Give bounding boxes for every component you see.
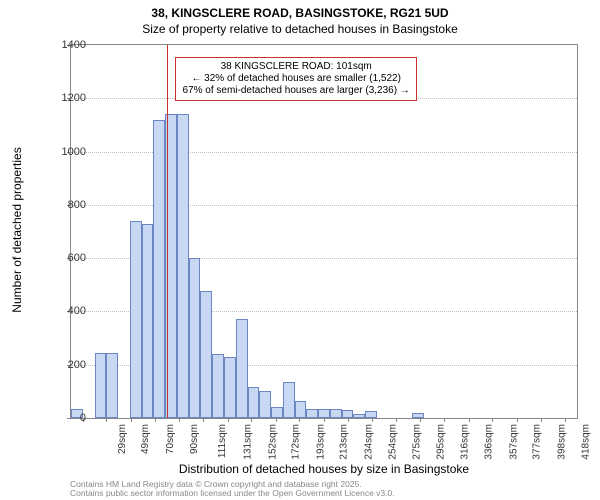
xtick-mark xyxy=(396,418,397,422)
xtick-mark xyxy=(517,418,518,422)
xtick-mark xyxy=(324,418,325,422)
xtick-label: 29sqm xyxy=(117,424,128,454)
histogram-bar xyxy=(248,387,260,418)
xtick-label: 377sqm xyxy=(532,424,543,460)
xtick-mark xyxy=(251,418,252,422)
xtick-mark xyxy=(420,418,421,422)
gridline xyxy=(71,152,577,153)
xtick-label: 111sqm xyxy=(217,424,228,458)
xtick-label: 398sqm xyxy=(557,424,568,460)
ytick-label: 600 xyxy=(36,252,86,264)
histogram-bar xyxy=(153,120,165,418)
xtick-mark xyxy=(106,418,107,422)
histogram-bar xyxy=(271,407,283,418)
histogram-bar xyxy=(306,409,318,418)
attribution-line2: Contains public sector information licen… xyxy=(70,489,395,498)
histogram-bar xyxy=(95,353,107,418)
xtick-label: 152sqm xyxy=(267,424,278,460)
xtick-label: 234sqm xyxy=(364,424,375,460)
histogram-bar xyxy=(412,413,424,418)
gridline xyxy=(71,205,577,206)
histogram-bar xyxy=(189,258,201,418)
histogram-bar xyxy=(106,353,118,418)
xtick-label: 90sqm xyxy=(189,424,200,454)
ytick-label: 1400 xyxy=(36,39,86,51)
histogram-bar xyxy=(318,409,330,418)
xtick-label: 172sqm xyxy=(291,424,302,460)
ytick-label: 400 xyxy=(36,305,86,317)
histogram-bar xyxy=(236,319,248,418)
ytick-label: 800 xyxy=(36,199,86,211)
xtick-label: 316sqm xyxy=(460,424,471,460)
histogram-bar xyxy=(283,382,295,418)
xtick-mark xyxy=(203,418,204,422)
histogram-bar xyxy=(200,291,212,418)
xtick-mark xyxy=(276,418,277,422)
xtick-label: 357sqm xyxy=(508,424,519,460)
xtick-label: 49sqm xyxy=(140,424,151,454)
histogram-bar xyxy=(259,391,271,418)
histogram-bar xyxy=(130,221,142,418)
xtick-mark xyxy=(565,418,566,422)
histogram-bar xyxy=(212,354,224,418)
xtick-mark xyxy=(469,418,470,422)
xtick-mark xyxy=(444,418,445,422)
xtick-mark xyxy=(492,418,493,422)
xtick-mark xyxy=(131,418,132,422)
ytick-label: 0 xyxy=(36,412,86,424)
attribution-text: Contains HM Land Registry data © Crown c… xyxy=(70,480,395,498)
annotation-box: 38 KINGSCLERE ROAD: 101sqm← 32% of detac… xyxy=(175,57,416,101)
xtick-label: 193sqm xyxy=(315,424,326,460)
annotation-line: 67% of semi-detached houses are larger (… xyxy=(182,85,409,97)
xtick-label: 275sqm xyxy=(412,424,423,460)
xtick-label: 418sqm xyxy=(580,424,591,460)
xtick-label: 131sqm xyxy=(242,424,253,460)
xtick-mark xyxy=(155,418,156,422)
histogram-bar xyxy=(330,409,342,418)
xtick-mark xyxy=(372,418,373,422)
y-axis-label: Number of detached properties xyxy=(10,147,24,312)
histogram-bar xyxy=(353,414,365,418)
histogram-bar xyxy=(295,401,307,418)
chart-title-line1: 38, KINGSCLERE ROAD, BASINGSTOKE, RG21 5… xyxy=(0,6,600,20)
ytick-label: 1200 xyxy=(36,92,86,104)
x-axis-label: Distribution of detached houses by size … xyxy=(70,462,578,476)
xtick-mark xyxy=(228,418,229,422)
xtick-label: 213sqm xyxy=(339,424,350,460)
xtick-label: 295sqm xyxy=(435,424,446,460)
histogram-bar xyxy=(142,224,154,418)
histogram-bar xyxy=(342,410,354,418)
ytick-label: 1000 xyxy=(36,146,86,158)
xtick-mark xyxy=(348,418,349,422)
histogram-bar xyxy=(177,114,189,418)
property-marker-line xyxy=(167,45,168,418)
xtick-mark xyxy=(299,418,300,422)
xtick-mark xyxy=(179,418,180,422)
annotation-line: ← 32% of detached houses are smaller (1,… xyxy=(182,73,409,85)
histogram-plot: 38 KINGSCLERE ROAD: 101sqm← 32% of detac… xyxy=(70,44,578,419)
xtick-mark xyxy=(541,418,542,422)
chart-title-line2: Size of property relative to detached ho… xyxy=(0,22,600,36)
annotation-line: 38 KINGSCLERE ROAD: 101sqm xyxy=(182,61,409,73)
xtick-label: 336sqm xyxy=(484,424,495,460)
histogram-bar xyxy=(224,357,236,418)
xtick-label: 254sqm xyxy=(387,424,398,460)
histogram-bar xyxy=(365,411,377,418)
ytick-label: 200 xyxy=(36,359,86,371)
xtick-label: 70sqm xyxy=(165,424,176,454)
